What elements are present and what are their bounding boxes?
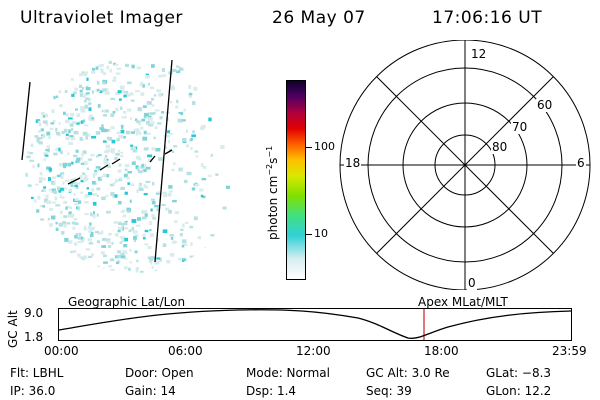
info-seq: Seq: 39 [366, 384, 412, 398]
apex-label: Apex MLat/MLT [418, 295, 508, 309]
info-filter: Flt: LBHL [10, 366, 64, 380]
lat-label-70: 70 [511, 120, 529, 134]
geographic-label: Geographic Lat/Lon [68, 295, 186, 309]
mlt-label-6: 6 [576, 156, 586, 170]
info-dsp: Dsp: 1.4 [246, 384, 297, 398]
mlt-label-12: 12 [470, 47, 488, 61]
time-tick-1200: 12:00 [296, 344, 331, 358]
colorbar-label-10: 10 [314, 227, 328, 240]
lat-label-80: 80 [491, 140, 509, 154]
info-gc-alt: GC Alt: 3.0 Re [366, 366, 450, 380]
instrument-title: Ultraviolet Imager [20, 8, 183, 28]
colorbar-tick [306, 234, 312, 235]
uv-emission-speckle [25, 60, 230, 273]
time-label: 17:06:16 UT [432, 8, 543, 28]
info-door: Door: Open [125, 366, 194, 380]
ymax-label: 9.0 [24, 306, 44, 320]
lat-label-60: 60 [536, 98, 554, 112]
colorbar-unit-label: photon cm−2s−1 [265, 145, 280, 240]
info-glon: GLon: 12.2 [486, 384, 552, 398]
info-gain: Gain: 14 [125, 384, 176, 398]
mlt-label-0: 0 [467, 276, 477, 290]
time-tick-1800: 18:00 [424, 344, 459, 358]
colorbar-label-100: 100 [314, 140, 335, 153]
gc-alt-axis-label: GC Alt [6, 310, 20, 348]
ymin-label: 1.8 [24, 330, 44, 344]
polar-mlt-grid [339, 40, 591, 290]
date-label: 26 May 07 [272, 8, 366, 28]
mlt-label-18: 18 [344, 156, 362, 170]
altitude-timeline [58, 308, 572, 341]
info-mode: Mode: Normal [246, 366, 330, 380]
time-tick-2359: 23:59 [552, 344, 587, 358]
time-tick-0000: 00:00 [44, 344, 79, 358]
uv-earth-image [21, 59, 230, 273]
colorbar-tick [306, 147, 312, 148]
info-ip: IP: 36.0 [10, 384, 56, 398]
color-scale-bar [286, 80, 306, 280]
terminator-lines [21, 59, 173, 263]
time-tick-0600: 06:00 [168, 344, 203, 358]
info-glat: GLat: −8.3 [486, 366, 552, 380]
